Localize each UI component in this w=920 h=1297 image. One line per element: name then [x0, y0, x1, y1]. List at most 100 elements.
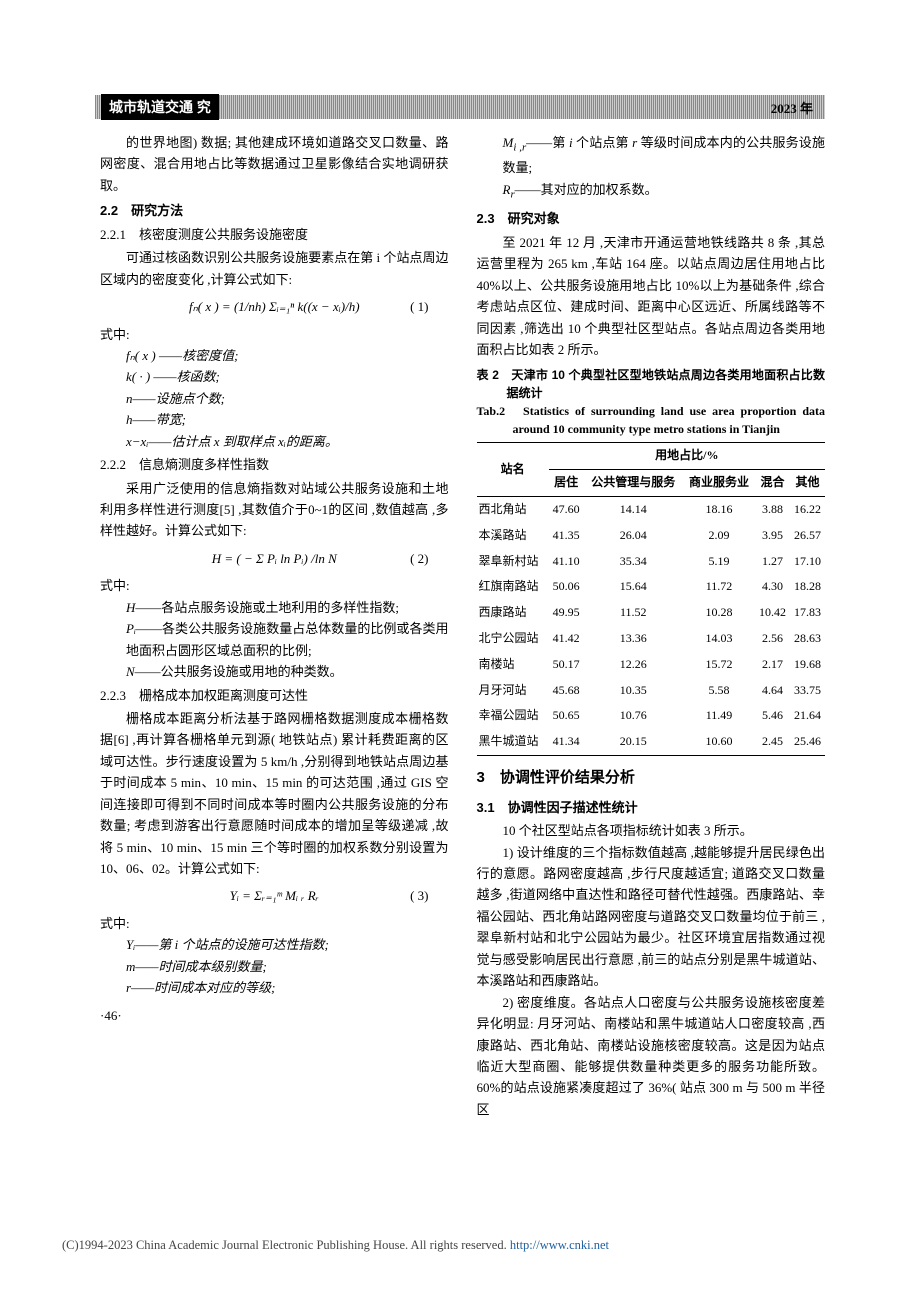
cell-station: 月牙河站	[477, 678, 549, 704]
cell-value: 10.76	[584, 703, 683, 729]
para-222: 采用广泛使用的信息熵指数对站域公共服务设施和土地利用多样性进行测度[5] ,其数…	[100, 478, 449, 542]
cell-value: 11.72	[683, 574, 755, 600]
table-2: 站名 用地占比/% 居住 公共管理与服务 商业服务业 混合 其他 西北角站47.…	[477, 442, 826, 756]
cell-value: 16.22	[790, 497, 825, 523]
footer-link[interactable]: http://www.cnki.net	[510, 1238, 609, 1252]
sec-3-1: 3.1 协调性因子描述性统计	[477, 797, 826, 818]
var-item: h——带宽;	[126, 409, 449, 430]
cell-value: 26.57	[790, 523, 825, 549]
table-row: 黑牛城道站41.3420.1510.602.4525.46	[477, 729, 826, 755]
cell-value: 5.46	[755, 703, 790, 729]
table-row: 西康路站49.9511.5210.2810.4217.83	[477, 600, 826, 626]
shizhong-3: 式中:	[100, 913, 449, 934]
cell-value: 28.63	[790, 626, 825, 652]
cell-station: 翠阜新村站	[477, 549, 549, 575]
th-station: 站名	[477, 443, 549, 497]
cell-value: 41.10	[549, 549, 584, 575]
cell-value: 25.46	[790, 729, 825, 755]
var-item: x−xᵢ——估计点 x 到取样点 xᵢ的距离。	[126, 431, 449, 452]
var-item: n——设施点个数;	[126, 388, 449, 409]
cell-value: 47.60	[549, 497, 584, 523]
table-row: 月牙河站45.6810.355.584.6433.75	[477, 678, 826, 704]
cell-value: 35.34	[584, 549, 683, 575]
cell-value: 17.10	[790, 549, 825, 575]
var-item: fₙ( x ) ——核密度值;	[126, 345, 449, 366]
cell-station: 红旗南路站	[477, 574, 549, 600]
th: 商业服务业	[683, 470, 755, 497]
cell-value: 2.17	[755, 652, 790, 678]
content-area: 的世界地图) 数据; 其他建成环境如道路交叉口数量、路网密度、混合用地占比等数据…	[100, 132, 825, 1120]
para-31a: 10 个社区型站点各项指标统计如表 3 所示。	[477, 820, 826, 841]
right-column: Mi ,r——第 i 个站点第 r 等级时间成本内的公共服务设施数量; Rr——…	[477, 132, 826, 1120]
cell-value: 33.75	[790, 678, 825, 704]
cell-value: 18.16	[683, 497, 755, 523]
cell-value: 49.95	[549, 600, 584, 626]
formula-2: H = ( − Σ Pᵢ ln Pᵢ) /ln N ( 2)	[100, 548, 449, 569]
table-row: 西北角站47.6014.1418.163.8816.22	[477, 497, 826, 523]
var-list-2: H——各站点服务设施或土地利用的多样性指数; Pᵢ——各类公共服务设施数量占总体…	[100, 597, 449, 683]
th-group: 用地占比/%	[549, 443, 825, 470]
cell-value: 4.64	[755, 678, 790, 704]
page-number: ·46·	[100, 1005, 449, 1026]
header-year: 2023 年	[771, 98, 813, 117]
cell-station: 本溪路站	[477, 523, 549, 549]
cell-value: 26.04	[584, 523, 683, 549]
var-item: Yᵢ——第 i 个站点的设施可达性指数;	[126, 934, 449, 955]
cell-station: 黑牛城道站	[477, 729, 549, 755]
para-23: 至 2021 年 12 月 ,天津市开通运营地铁线路共 8 条 ,其总运营里程为…	[477, 232, 826, 361]
table-row: 北宁公园站41.4213.3614.032.5628.63	[477, 626, 826, 652]
cell-value: 2.09	[683, 523, 755, 549]
var-item: Mi ,r——第 i 个站点第 r 等级时间成本内的公共服务设施数量;	[503, 132, 826, 179]
cell-value: 10.60	[683, 729, 755, 755]
cell-value: 10.42	[755, 600, 790, 626]
var-item: N——公共服务设施或用地的种类数。	[126, 661, 449, 682]
sec-2-2-2: 2.2.2 信息熵测度多样性指数	[100, 454, 449, 475]
formula-2-num: ( 2)	[410, 548, 428, 569]
table-row: 红旗南路站50.0615.6411.724.3018.28	[477, 574, 826, 600]
footer: (C)1994-2023 China Academic Journal Elec…	[62, 1238, 609, 1253]
table-row: 翠阜新村站41.1035.345.191.2717.10	[477, 549, 826, 575]
formula-2-body: H = ( − Σ Pᵢ ln Pᵢ) /ln N	[212, 551, 337, 566]
formula-3-body: Yᵢ = Σᵣ₌₁ᵐ Mᵢ ᵣ Rᵣ	[230, 888, 319, 903]
th: 混合	[755, 470, 790, 497]
left-column: 的世界地图) 数据; 其他建成环境如道路交叉口数量、路网密度、混合用地占比等数据…	[100, 132, 449, 1120]
cell-value: 11.49	[683, 703, 755, 729]
cell-value: 4.30	[755, 574, 790, 600]
table-row: 幸福公园站50.6510.7611.495.4621.64	[477, 703, 826, 729]
cell-value: 41.42	[549, 626, 584, 652]
var-list-1: fₙ( x ) ——核密度值; k( · ) ——核函数; n——设施点个数; …	[100, 345, 449, 452]
formula-1-num: ( 1)	[410, 296, 428, 317]
var-list-cont: Mi ,r——第 i 个站点第 r 等级时间成本内的公共服务设施数量; Rr——…	[477, 132, 826, 204]
formula-1: fₙ( x ) = (1/nh) Σᵢ₌₁ⁿ k((x − xᵢ)/h) ( 1…	[100, 296, 449, 317]
formula-3: Yᵢ = Σᵣ₌₁ᵐ Mᵢ ᵣ Rᵣ ( 3)	[100, 885, 449, 906]
cell-value: 2.45	[755, 729, 790, 755]
cell-value: 1.27	[755, 549, 790, 575]
cell-value: 21.64	[790, 703, 825, 729]
cell-station: 幸福公园站	[477, 703, 549, 729]
shizhong-2: 式中:	[100, 575, 449, 596]
para-221: 可通过核函数识别公共服务设施要素点在第 i 个站点周边区域内的密度变化 ,计算公…	[100, 247, 449, 290]
shizhong-1: 式中:	[100, 324, 449, 345]
footer-text: (C)1994-2023 China Academic Journal Elec…	[62, 1238, 510, 1252]
var-item: k( · ) ——核函数;	[126, 366, 449, 387]
table-row: 南楼站50.1712.2615.722.1719.68	[477, 652, 826, 678]
cell-value: 2.56	[755, 626, 790, 652]
cell-value: 20.15	[584, 729, 683, 755]
var-item: Pᵢ——各类公共服务设施数量占总体数量的比例或各类用地面积占圆形区域总面积的比例…	[126, 618, 449, 661]
cell-value: 18.28	[790, 574, 825, 600]
header-bar: 城市轨道交通 究 2023 年	[95, 95, 825, 119]
var-item: r——时间成本对应的等级;	[126, 977, 449, 998]
cell-value: 12.26	[584, 652, 683, 678]
cell-value: 3.88	[755, 497, 790, 523]
cell-value: 5.58	[683, 678, 755, 704]
cell-value: 5.19	[683, 549, 755, 575]
para-31b: 1) 设计维度的三个指标数值越高 ,越能够提升居民绿色出行的意愿。路网密度越高 …	[477, 842, 826, 992]
cell-value: 14.14	[584, 497, 683, 523]
cell-value: 17.83	[790, 600, 825, 626]
cell-value: 3.95	[755, 523, 790, 549]
table-row: 本溪路站41.3526.042.093.9526.57	[477, 523, 826, 549]
sec-2-3: 2.3 研究对象	[477, 208, 826, 229]
journal-logo: 城市轨道交通 究	[101, 94, 219, 120]
para-intro: 的世界地图) 数据; 其他建成环境如道路交叉口数量、路网密度、混合用地占比等数据…	[100, 132, 449, 196]
para-223: 栅格成本距离分析法基于路网栅格数据测度成本栅格数据[6] ,再计算各栅格单元到源…	[100, 708, 449, 880]
